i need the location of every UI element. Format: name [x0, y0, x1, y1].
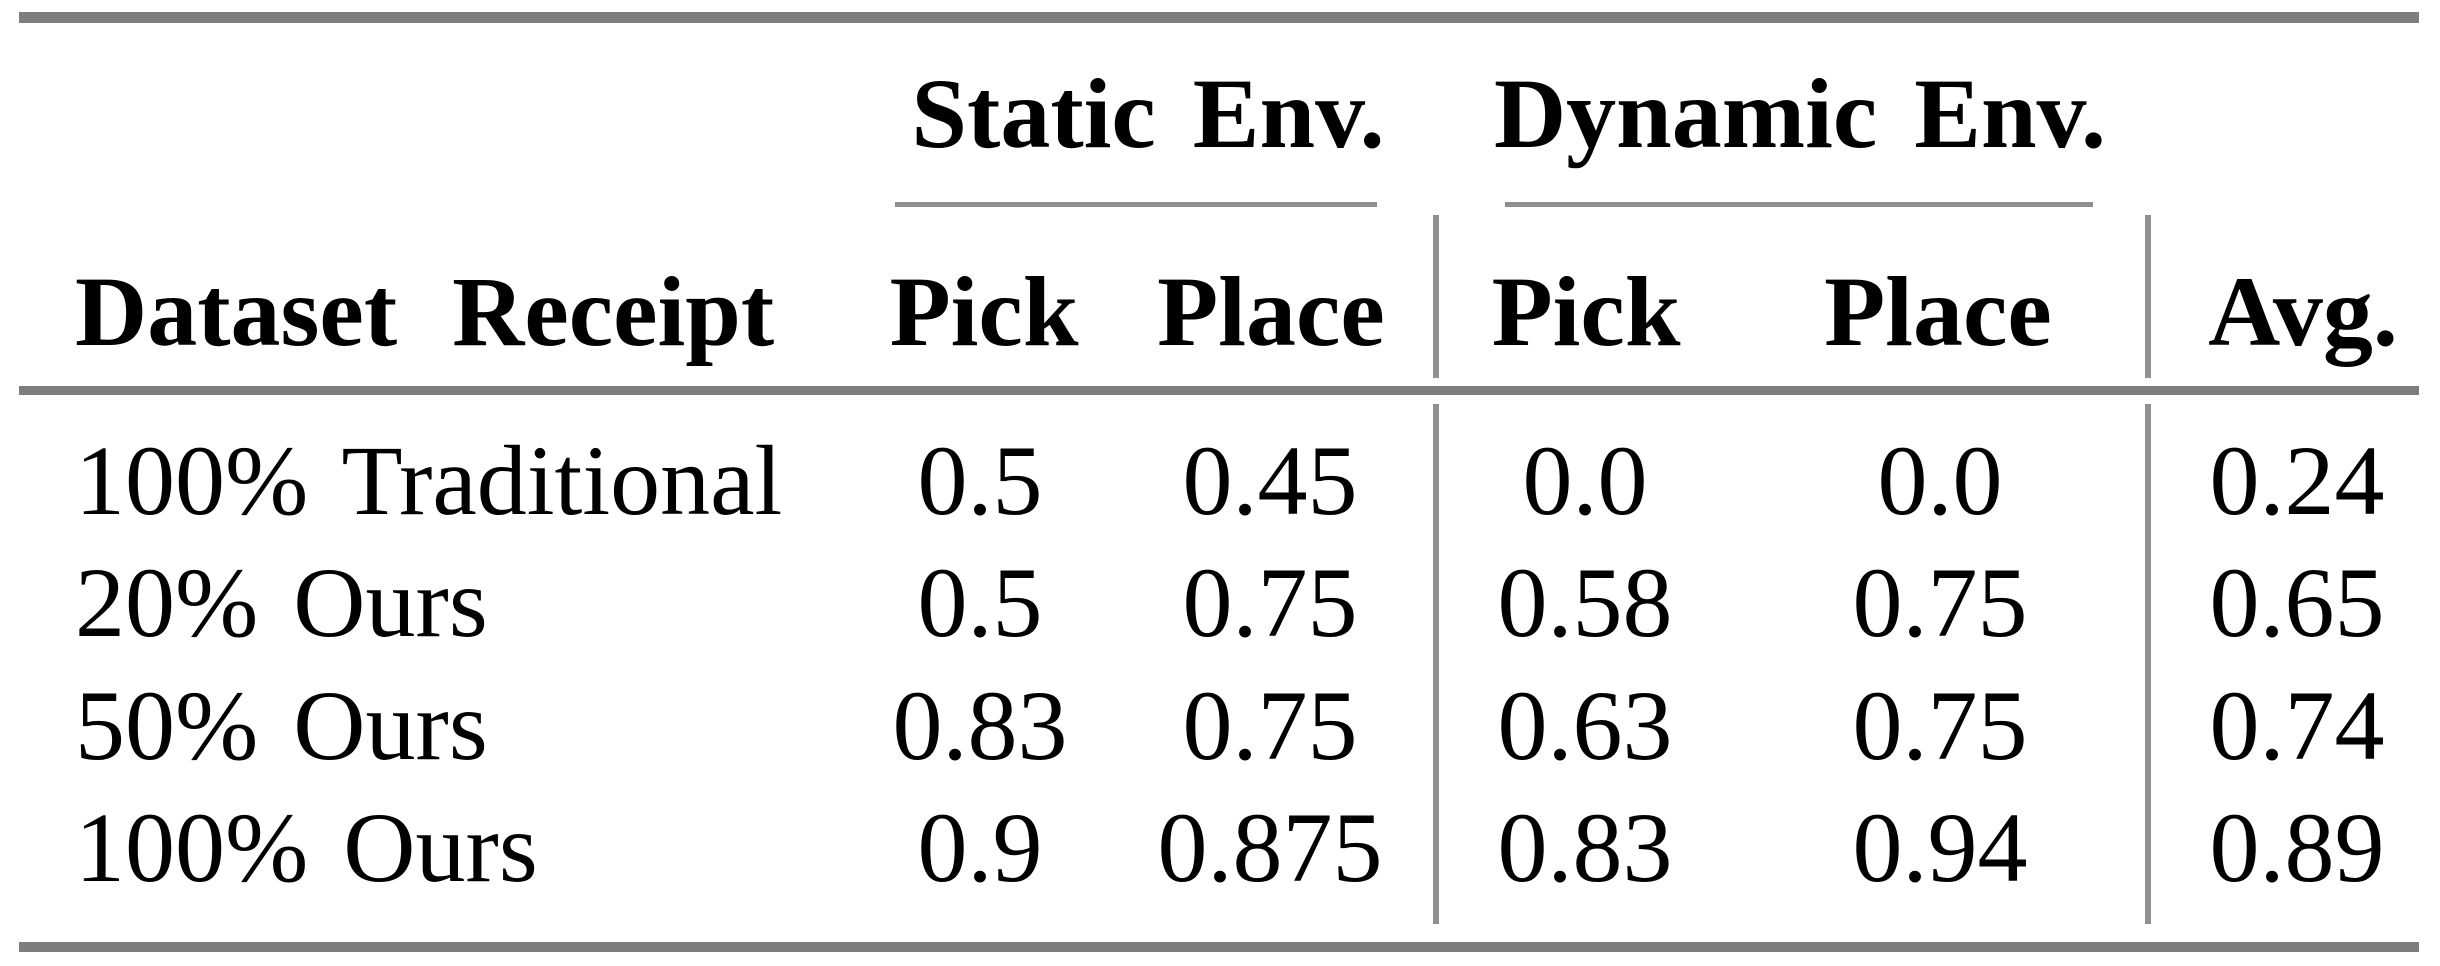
cell-static-place: 0.875 [1157, 792, 1383, 903]
dynamic-group-underline [1505, 202, 2093, 207]
cell-static-place: 0.45 [1182, 425, 1358, 536]
vertical-separator-2-body [2145, 404, 2151, 924]
cell-dynamic-place: 0.75 [1852, 547, 2028, 658]
column-header-static-pick: Pick [889, 256, 1079, 367]
cell-dynamic-pick: 0.63 [1497, 670, 1673, 781]
cell-static-place: 0.75 [1182, 670, 1358, 781]
cell-dynamic-place: 0.75 [1852, 670, 2028, 781]
bottom-rule [19, 942, 2419, 952]
vertical-separator-2-header [2145, 215, 2151, 378]
vertical-separator-1-body [1433, 404, 1439, 924]
column-header-static-place: Place [1157, 256, 1385, 367]
cell-avg: 0.65 [2209, 547, 2385, 658]
cell-static-place: 0.75 [1182, 547, 1358, 658]
column-header-avg: Avg. [2208, 256, 2398, 367]
cell-avg: 0.89 [2209, 792, 2385, 903]
row-label: 100% Traditional [75, 425, 783, 536]
group-header-static: Static Env. [911, 58, 1385, 169]
cell-dynamic-place: 0.94 [1852, 792, 2028, 903]
group-header-dynamic: Dynamic Env. [1493, 58, 2107, 169]
cell-static-pick: 0.83 [892, 670, 1068, 781]
column-header-dynamic-place: Place [1824, 256, 2052, 367]
cell-static-pick: 0.5 [917, 425, 1043, 536]
cell-dynamic-place: 0.0 [1877, 425, 2003, 536]
row-label: 100% Ours [75, 792, 538, 903]
column-header-dataset-receipt: Dataset Receipt [75, 256, 775, 367]
cell-avg: 0.74 [2209, 670, 2385, 781]
cell-dynamic-pick: 0.0 [1522, 425, 1648, 536]
row-label: 20% Ours [75, 547, 488, 658]
vertical-separator-1-header [1433, 215, 1439, 378]
cell-dynamic-pick: 0.83 [1497, 792, 1673, 903]
row-label: 50% Ours [75, 670, 488, 781]
column-header-dynamic-pick: Pick [1491, 256, 1681, 367]
cell-dynamic-pick: 0.58 [1497, 547, 1673, 658]
cell-avg: 0.24 [2209, 425, 2385, 536]
mid-rule [19, 386, 2419, 395]
cell-static-pick: 0.9 [917, 792, 1043, 903]
cell-static-pick: 0.5 [917, 547, 1043, 658]
static-group-underline [895, 202, 1377, 207]
top-rule [19, 12, 2419, 23]
